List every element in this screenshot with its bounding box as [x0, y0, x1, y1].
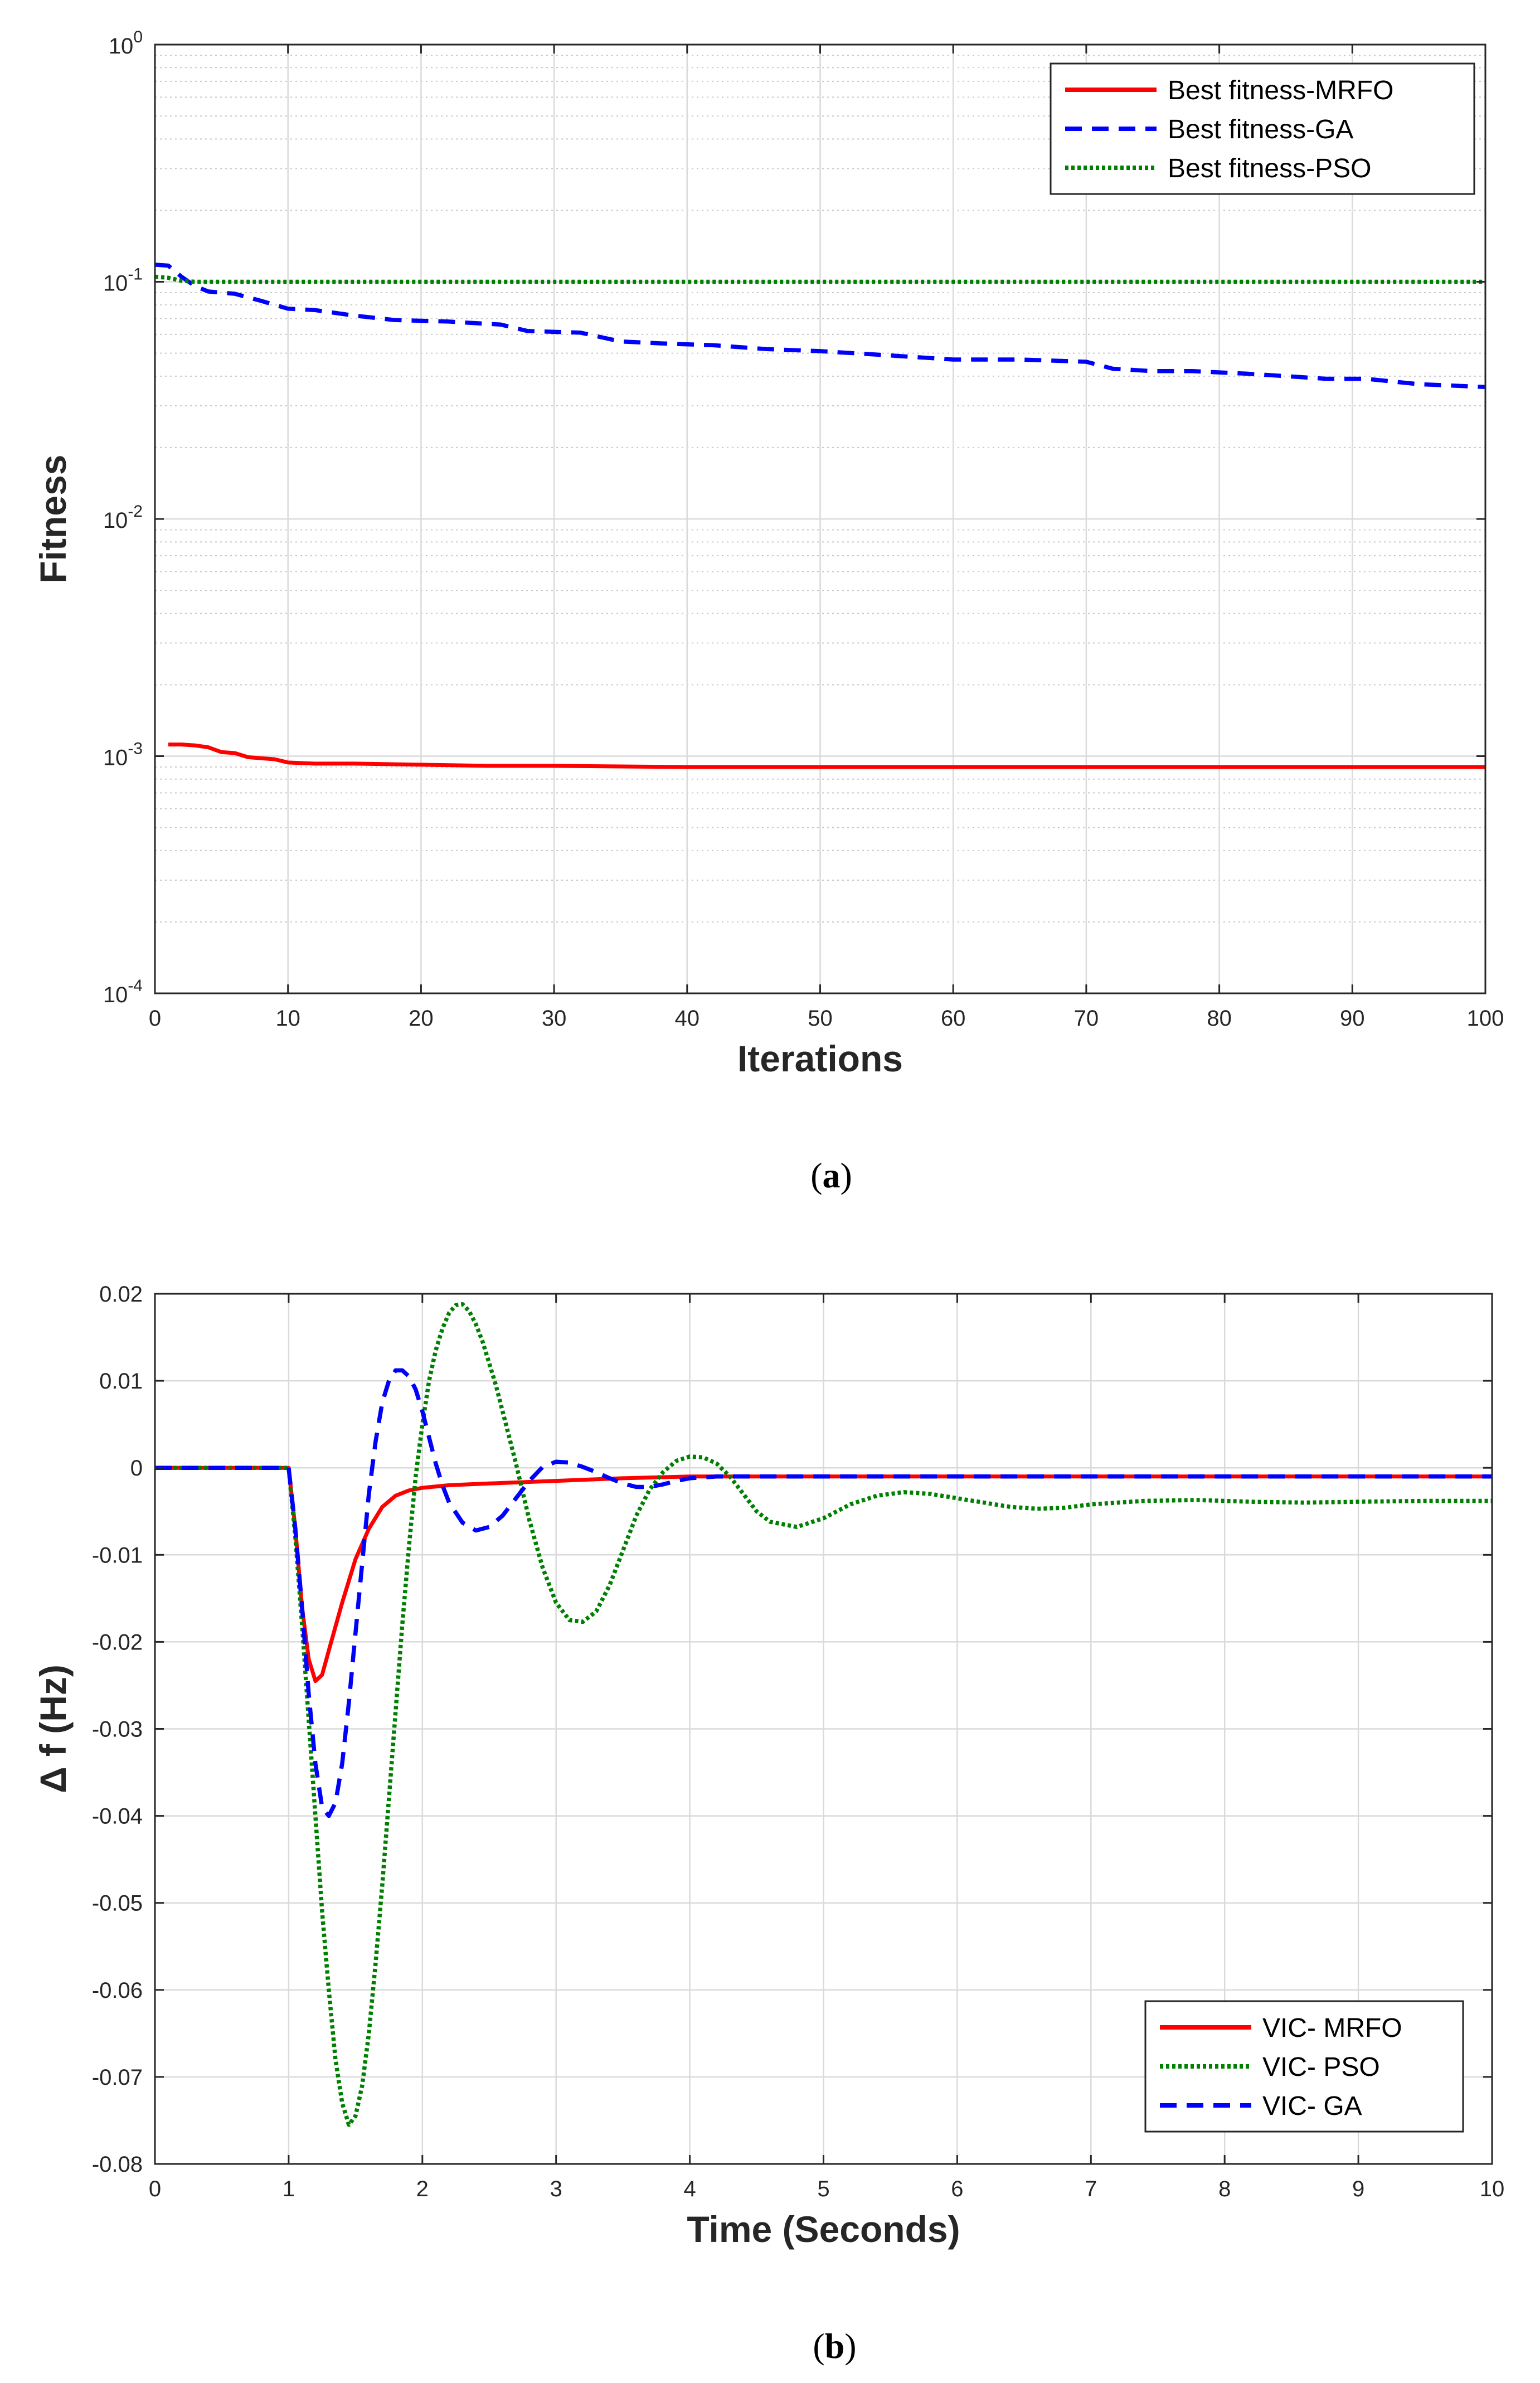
caption-open-paren: ( [813, 2326, 824, 2366]
series-group [155, 263, 1485, 769]
caption-letter: a [823, 1156, 841, 1195]
y-tick-base: 10 [103, 271, 128, 296]
x-tick-label: 30 [542, 1006, 567, 1031]
y-tick-label: 0.01 [99, 1369, 143, 1394]
y-tick-label: -0.06 [92, 1978, 143, 2003]
x-axis-label: Iterations [737, 1038, 903, 1079]
x-tick-label: 6 [951, 2177, 963, 2201]
x-tick-label: 60 [941, 1006, 966, 1031]
y-tick-label: 10-1 [103, 265, 143, 296]
x-tick-label: 2 [416, 2177, 429, 2201]
y-tick-exponent: 0 [133, 28, 143, 46]
legend-label: VIC- GA [1262, 2091, 1362, 2121]
series-line-best-fitness-pso [155, 274, 1485, 284]
series-line-best-fitness-ga [155, 263, 1485, 390]
x-tick-label: 0 [149, 1006, 161, 1031]
y-tick-label: 10-3 [103, 740, 143, 770]
x-tick-label: 90 [1340, 1006, 1365, 1031]
x-tick-label: 80 [1207, 1006, 1232, 1031]
series-line-best-fitness-mrfo [168, 742, 1485, 769]
x-tick-label: 0 [149, 2177, 161, 2201]
legend: Best fitness-MRFO Best fitness-GA Best fit… [1050, 62, 1475, 195]
y-tick-base: 10 [103, 983, 128, 1007]
series-line-vic-ga [155, 1368, 1492, 1818]
y-tick-exponent: -1 [128, 265, 143, 284]
x-axis-label: Time (Seconds) [687, 2209, 960, 2250]
legend-label: Best fitness-PSO [1168, 154, 1371, 183]
y-tick-label: 0.02 [99, 1282, 143, 1307]
x-tick-label: 4 [683, 2177, 696, 2201]
series-line-vic-pso [155, 1302, 1492, 2127]
x-tick-label: 8 [1218, 2177, 1231, 2201]
y-tick-base: 10 [103, 508, 128, 533]
x-tick-label: 3 [550, 2177, 562, 2201]
legend: VIC- MRFO VIC- PSO VIC- GA [1144, 2000, 1464, 2133]
y-tick-label: 100 [109, 28, 143, 59]
y-tick-label: -0.01 [92, 1543, 143, 1567]
figure-caption: (a) [810, 1156, 852, 1195]
legend-label: Best fitness-MRFO [1168, 76, 1393, 105]
panel-b-frequency-deviation: 0 1 2 3 4 5 6 7 8 9 10 0.02 0.01 0 -0.01 -0.02 -0.03 -0.0… [32, 1282, 1504, 2366]
y-tick-base: 10 [109, 34, 134, 59]
y-axis-label: Fitness [32, 454, 74, 583]
x-tick-label: 10 [275, 1006, 300, 1031]
y-tick-label: 10-4 [103, 977, 143, 1007]
x-tick-label: 5 [817, 2177, 829, 2201]
x-tick-label: 1 [283, 2177, 295, 2201]
x-tick-label: 50 [808, 1006, 833, 1031]
legend-label: VIC- MRFO [1262, 2013, 1402, 2043]
y-tick-label: -0.04 [92, 1804, 143, 1829]
series-group [155, 1302, 1492, 2127]
caption-close-paren: ) [844, 2326, 856, 2366]
caption-close-paren: ) [841, 1156, 852, 1195]
x-tick-label: 40 [675, 1006, 700, 1031]
y-tick-label: -0.07 [92, 2065, 143, 2090]
y-tick-exponent: -4 [128, 977, 143, 995]
y-tick-exponent: -3 [128, 740, 143, 758]
y-tick-label: -0.03 [92, 1717, 143, 1742]
y-tick-label: 0 [130, 1456, 143, 1481]
panel-a-fitness-convergence: 0 10 20 30 40 50 60 70 80 90 10010010-110-210-310-… [32, 28, 1504, 1195]
y-tick-label: 10-2 [103, 502, 143, 533]
y-tick-label: -0.08 [92, 2152, 143, 2177]
x-tick-label: 7 [1085, 2177, 1097, 2201]
caption-open-paren: ( [810, 1156, 822, 1195]
y-tick-base: 10 [103, 746, 128, 770]
x-tick-label: 20 [409, 1006, 434, 1031]
y-tick-label: -0.05 [92, 1891, 143, 1916]
legend-label: Best fitness-GA [1168, 115, 1353, 144]
legend-label: VIC- PSO [1262, 2052, 1380, 2082]
x-tick-label: 100 [1467, 1006, 1504, 1031]
y-tick-exponent: -2 [128, 502, 143, 521]
y-axis-label: Δ f (Hz) [32, 1664, 74, 1793]
x-tick-label: 9 [1352, 2177, 1364, 2201]
caption-letter: b [825, 2326, 845, 2366]
y-tick-label: -0.02 [92, 1630, 143, 1654]
figure-caption: (b) [813, 2326, 856, 2366]
x-tick-label: 10 [1480, 2177, 1505, 2201]
x-tick-label: 70 [1074, 1006, 1099, 1031]
